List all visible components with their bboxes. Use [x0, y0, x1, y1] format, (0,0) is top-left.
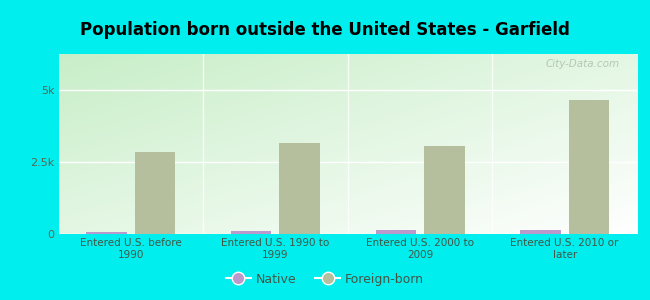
Text: City-Data.com: City-Data.com [545, 59, 619, 69]
Bar [86, 232, 127, 234]
Legend: Native, Foreign-born: Native, Foreign-born [221, 268, 429, 291]
Bar [424, 146, 465, 234]
Bar [135, 152, 176, 234]
Text: Population born outside the United States - Garfield: Population born outside the United State… [80, 21, 570, 39]
Bar [280, 143, 320, 234]
Bar [520, 230, 561, 234]
Bar [231, 231, 272, 234]
Bar [376, 230, 416, 234]
Bar [569, 100, 609, 234]
